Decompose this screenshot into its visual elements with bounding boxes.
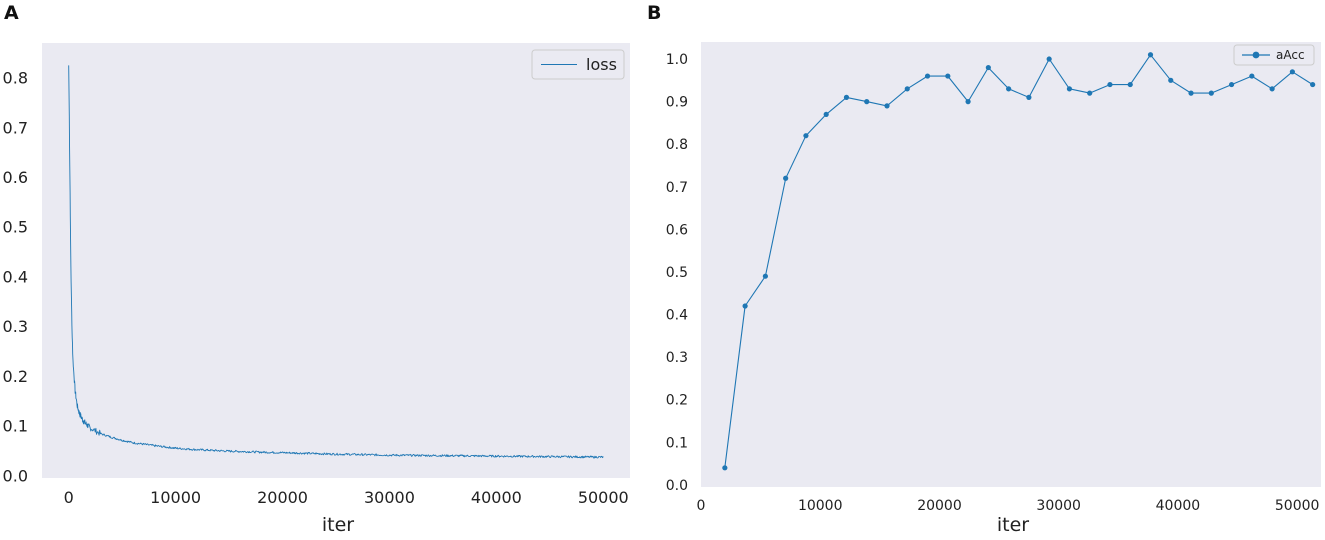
data-point [884, 103, 890, 109]
x-tick-label: 0 [64, 488, 74, 507]
data-point [1310, 81, 1316, 88]
data-point [1026, 94, 1032, 100]
series-line-aAcc [724, 54, 1313, 468]
data-point [843, 94, 850, 100]
data-point [864, 99, 870, 105]
y-tick-label: 0.1 [666, 435, 688, 451]
data-point [965, 99, 971, 105]
y-tick-label: 0.3 [3, 317, 28, 336]
x-tick-label: 10000 [150, 488, 201, 507]
series-line-loss [68, 65, 604, 459]
x-tick-label: 50000 [1275, 498, 1320, 514]
y-tick-label: 0.8 [666, 137, 688, 153]
x-tick-label: 20000 [917, 498, 962, 514]
data-point [1087, 90, 1093, 96]
y-tick-label: 0.9 [666, 95, 688, 111]
panel-letter-b: B [647, 2, 661, 24]
y-tick-label: 0.4 [666, 308, 688, 324]
legend-label: loss [586, 55, 617, 74]
x-tick-label: 30000 [364, 488, 415, 507]
data-point [783, 175, 789, 181]
y-tick-label: 0.2 [666, 393, 688, 409]
y-tick-label: 1.0 [666, 52, 688, 68]
data-point [945, 73, 951, 79]
y-tick-label: 0.4 [3, 267, 28, 286]
data-point [904, 86, 910, 92]
data-point [823, 111, 829, 117]
y-tick-label: 0.6 [3, 168, 28, 187]
x-tick-label: 20000 [257, 488, 308, 507]
data-point [1168, 77, 1174, 83]
data-point [1269, 86, 1275, 92]
y-tick-label: 0.1 [3, 417, 28, 436]
y-tick-label: 0.5 [3, 218, 28, 237]
data-point [1228, 81, 1235, 88]
panel-letter-a: A [4, 2, 19, 24]
y-tick-label: 0.7 [3, 118, 28, 137]
data-point [1107, 81, 1113, 88]
data-point [722, 465, 728, 471]
data-point [762, 273, 768, 279]
x-tick-label: 50000 [578, 488, 629, 507]
data-point [742, 303, 748, 309]
x-tick-label: 0 [697, 498, 706, 514]
data-point [1046, 56, 1052, 62]
y-tick-label: 0.0 [666, 478, 688, 494]
data-point [1147, 52, 1154, 58]
data-point [803, 133, 809, 139]
data-point [1066, 86, 1073, 92]
y-tick-label: 0.2 [3, 367, 28, 386]
legend-label: aAcc [1276, 48, 1305, 62]
y-tick-label: 0.5 [666, 265, 688, 281]
x-tick-label: 40000 [471, 488, 522, 507]
legend-marker-icon [1252, 51, 1260, 59]
data-point [924, 73, 931, 79]
x-tick-label: 40000 [1156, 498, 1201, 514]
y-tick-label: 0.0 [3, 466, 28, 485]
data-point [985, 64, 991, 71]
x-tick-label: 10000 [798, 498, 843, 514]
x-tick-label: 30000 [1036, 498, 1081, 514]
plot-area [701, 42, 1321, 487]
legend-box [1233, 44, 1315, 66]
data-point [1208, 90, 1214, 96]
y-tick-label: 0.6 [666, 222, 688, 238]
data-point [1188, 90, 1194, 96]
data-point [1289, 69, 1295, 75]
aacc-chart: 0 10000 20000 30000 40000 50000 0.0 0.1 0.2 0.3 0.… [666, 42, 1321, 536]
data-point [1006, 86, 1012, 92]
data-point [1127, 81, 1133, 88]
data-point [1249, 73, 1255, 79]
plot-area [42, 43, 630, 478]
x-axis-title: iter [997, 514, 1029, 536]
y-tick-label: 0.8 [3, 69, 28, 88]
y-tick-label: 0.3 [666, 350, 688, 366]
loss-chart: 0 10000 20000 30000 40000 50000 0.0 0.1 0.2 0.3 0.… [3, 43, 630, 536]
y-tick-label: 0.7 [666, 180, 688, 196]
legend-box [531, 49, 625, 80]
x-axis-title: iter [322, 514, 354, 536]
